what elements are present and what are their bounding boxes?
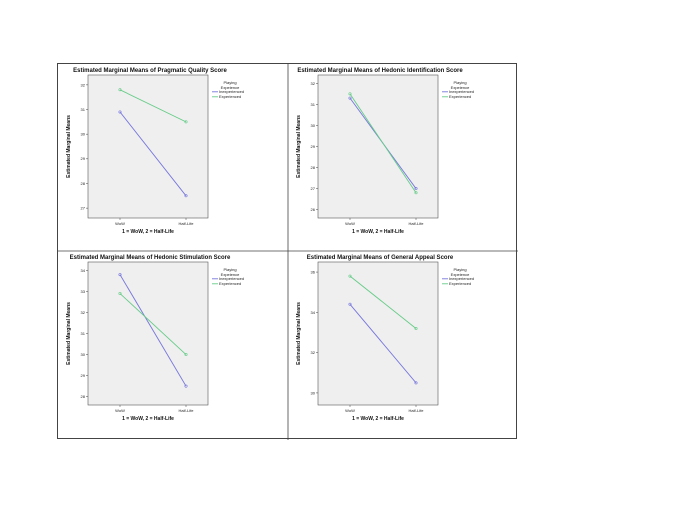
chart-panel-1: Estimated Marginal Means of Pragmatic Qu… bbox=[66, 68, 244, 235]
legend-entry: Experienced bbox=[219, 281, 241, 286]
x-axis-label: 1 = WoW, 2 = Half-Life bbox=[122, 229, 174, 235]
legend-entry: Inexperienced bbox=[219, 89, 244, 94]
chart-panel-2: Estimated Marginal Means of Hedonic Iden… bbox=[296, 68, 474, 235]
series-line-inexperienced bbox=[119, 274, 187, 387]
data-point bbox=[118, 273, 122, 277]
data-point bbox=[414, 191, 418, 195]
legend-title: Playing bbox=[453, 80, 466, 85]
legend-entry: Experienced bbox=[219, 94, 241, 99]
x-tick-label: Half-Life bbox=[409, 408, 425, 413]
data-point bbox=[348, 274, 352, 278]
series-line-experienced bbox=[349, 275, 417, 329]
x-axis-label: 1 = WoW, 2 = Half-Life bbox=[352, 229, 404, 235]
data-point bbox=[118, 292, 122, 296]
data-point bbox=[184, 194, 188, 198]
y-tick-label: 27 bbox=[311, 186, 316, 191]
y-tick-label: 32 bbox=[311, 81, 316, 86]
y-tick-label: 30 bbox=[311, 390, 316, 395]
data-point bbox=[414, 326, 418, 330]
legend-entry: Inexperienced bbox=[449, 276, 474, 281]
y-tick-label: 29 bbox=[81, 373, 86, 378]
y-tick-label: 29 bbox=[81, 156, 86, 161]
legend-entry: Inexperienced bbox=[449, 89, 474, 94]
chart-grid-svg: Estimated Marginal Means of Pragmatic Qu… bbox=[58, 64, 518, 440]
legend-title: Playing bbox=[223, 267, 236, 272]
x-tick-label: WoW bbox=[345, 408, 355, 413]
y-tick-label: 26 bbox=[311, 207, 316, 212]
y-tick-label: 30 bbox=[81, 132, 86, 137]
legend-title: Expeience bbox=[451, 272, 470, 277]
x-axis-label: 1 = WoW, 2 = Half-Life bbox=[122, 416, 174, 422]
legend-title: Playing bbox=[223, 80, 236, 85]
data-point bbox=[414, 187, 418, 191]
x-tick-label: Half-Life bbox=[179, 221, 195, 226]
x-tick-label: Half-Life bbox=[179, 408, 195, 413]
data-point bbox=[184, 384, 188, 388]
y-tick-label: 34 bbox=[311, 310, 316, 315]
y-tick-label: 34 bbox=[81, 268, 86, 273]
y-tick-label: 32 bbox=[81, 82, 86, 87]
legend-entry: Experienced bbox=[449, 281, 471, 286]
x-tick-label: WoW bbox=[115, 221, 125, 226]
y-axis-label: Estimated Marginal Means bbox=[66, 302, 72, 365]
y-tick-label: 30 bbox=[311, 123, 316, 128]
plot-area bbox=[87, 261, 209, 406]
legend-title: Expeience bbox=[451, 85, 470, 90]
chart-title: Estimated Marginal Means of Pragmatic Qu… bbox=[73, 68, 227, 74]
chart-grid: Estimated Marginal Means of Pragmatic Qu… bbox=[57, 63, 518, 440]
chart-title: Estimated Marginal Means of Hedonic Stim… bbox=[70, 255, 231, 261]
data-point bbox=[348, 96, 352, 100]
y-tick-label: 29 bbox=[311, 144, 316, 149]
y-axis-label: Estimated Marginal Means bbox=[296, 115, 302, 178]
x-tick-label: WoW bbox=[115, 408, 125, 413]
y-tick-label: 32 bbox=[311, 350, 316, 355]
y-axis-label: Estimated Marginal Means bbox=[66, 115, 72, 178]
y-axis-label: Estimated Marginal Means bbox=[296, 302, 302, 365]
legend-entry: Experienced bbox=[449, 94, 471, 99]
data-point bbox=[414, 381, 418, 385]
data-point bbox=[118, 88, 122, 92]
y-tick-label: 28 bbox=[311, 165, 316, 170]
y-tick-label: 28 bbox=[81, 394, 86, 399]
series-line-experienced bbox=[119, 293, 187, 355]
legend-title: Playing bbox=[453, 267, 466, 272]
x-tick-label: WoW bbox=[345, 221, 355, 226]
series-line-experienced bbox=[119, 89, 187, 123]
x-tick-label: Half-Life bbox=[409, 221, 425, 226]
chart-title: Estimated Marginal Means of Hedonic Iden… bbox=[297, 68, 463, 74]
chart-panel-4: Estimated Marginal Means of General Appe… bbox=[296, 255, 474, 422]
y-tick-label: 33 bbox=[81, 289, 86, 294]
data-point bbox=[348, 92, 352, 96]
series-line-inexperienced bbox=[349, 304, 417, 384]
y-tick-label: 31 bbox=[81, 331, 86, 336]
chart-panel-3: Estimated Marginal Means of Hedonic Stim… bbox=[66, 255, 244, 422]
y-tick-label: 27 bbox=[81, 206, 86, 211]
data-point bbox=[184, 120, 188, 124]
series-line-inexperienced bbox=[119, 111, 187, 197]
data-point bbox=[348, 302, 352, 306]
y-tick-label: 32 bbox=[81, 310, 86, 315]
legend-title: Expeience bbox=[221, 85, 240, 90]
plot-area bbox=[317, 74, 439, 219]
y-tick-label: 30 bbox=[81, 352, 86, 357]
plot-area bbox=[87, 74, 209, 219]
y-tick-label: 36 bbox=[311, 269, 316, 274]
y-tick-label: 28 bbox=[81, 181, 86, 186]
y-tick-label: 31 bbox=[81, 107, 86, 112]
chart-title: Estimated Marginal Means of General Appe… bbox=[307, 255, 454, 261]
plot-area bbox=[317, 261, 439, 406]
y-tick-label: 31 bbox=[311, 102, 316, 107]
series-line-experienced bbox=[349, 93, 417, 194]
legend-title: Expeience bbox=[221, 272, 240, 277]
data-point bbox=[118, 110, 122, 114]
legend-entry: Inexperienced bbox=[219, 276, 244, 281]
x-axis-label: 1 = WoW, 2 = Half-Life bbox=[352, 416, 404, 422]
data-point bbox=[184, 353, 188, 357]
